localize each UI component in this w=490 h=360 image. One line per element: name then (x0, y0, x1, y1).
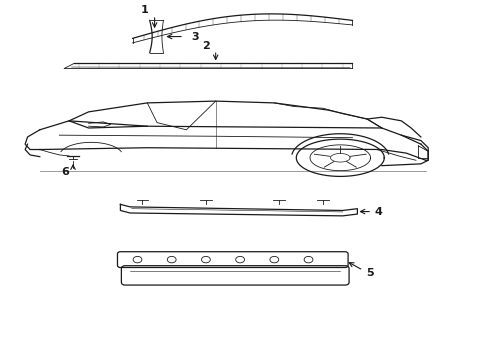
Text: 2: 2 (202, 41, 210, 51)
Text: 3: 3 (191, 32, 199, 41)
Text: 6: 6 (61, 167, 69, 177)
Text: 1: 1 (141, 5, 148, 15)
Text: 5: 5 (366, 267, 374, 278)
Text: 4: 4 (374, 207, 382, 217)
